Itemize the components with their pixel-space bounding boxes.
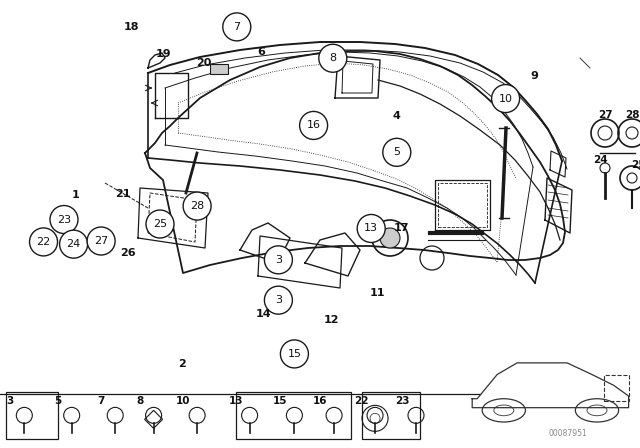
Circle shape	[264, 246, 292, 274]
Text: 15: 15	[287, 349, 301, 359]
Bar	[210, 64, 228, 74]
Text: 13: 13	[228, 396, 243, 406]
Text: 13: 13	[364, 224, 378, 233]
Text: 00087951: 00087951	[548, 428, 588, 438]
Bar	[362, 392, 420, 439]
Bar	[236, 392, 351, 439]
Text: 8: 8	[136, 396, 143, 406]
Text: 5: 5	[54, 396, 61, 406]
Text: 4: 4	[393, 112, 401, 121]
Circle shape	[380, 228, 400, 248]
Text: 21: 21	[115, 189, 131, 198]
Text: 17: 17	[394, 224, 410, 233]
Text: 8: 8	[329, 53, 337, 63]
Circle shape	[50, 206, 78, 233]
Text: 27: 27	[94, 236, 108, 246]
Bar	[6, 392, 58, 439]
Text: 10: 10	[499, 94, 513, 103]
Text: 7: 7	[233, 22, 241, 32]
Text: 9: 9	[531, 71, 538, 81]
Text: 23: 23	[395, 396, 409, 406]
Circle shape	[87, 227, 115, 255]
Bar	[604, 375, 628, 401]
Text: 18: 18	[124, 22, 139, 32]
Text: 3: 3	[275, 295, 282, 305]
Circle shape	[264, 286, 292, 314]
Text: 3: 3	[275, 255, 282, 265]
Text: 15: 15	[273, 396, 287, 406]
Text: 12: 12	[324, 315, 339, 325]
Circle shape	[60, 230, 88, 258]
Text: 19: 19	[156, 49, 171, 59]
Text: 25: 25	[153, 219, 167, 229]
Circle shape	[492, 85, 520, 112]
Text: 11: 11	[370, 289, 385, 298]
Circle shape	[319, 44, 347, 72]
Text: 3: 3	[6, 396, 14, 406]
Text: 1: 1	[72, 190, 79, 200]
Text: 22: 22	[36, 237, 51, 247]
Circle shape	[383, 138, 411, 166]
Text: 5: 5	[394, 147, 400, 157]
Text: 22: 22	[354, 396, 368, 406]
Text: 14: 14	[256, 309, 271, 319]
Circle shape	[280, 340, 308, 368]
Text: 10: 10	[176, 396, 190, 406]
Circle shape	[183, 192, 211, 220]
Circle shape	[223, 13, 251, 41]
Text: 28: 28	[625, 110, 639, 120]
Text: 25: 25	[631, 160, 640, 170]
Text: 23: 23	[57, 215, 71, 224]
Text: 26: 26	[120, 248, 136, 258]
Text: 24: 24	[593, 155, 607, 165]
Text: 16: 16	[313, 396, 327, 406]
Text: 7: 7	[97, 396, 105, 406]
Text: 6: 6	[257, 47, 265, 56]
Text: 28: 28	[190, 201, 204, 211]
Circle shape	[300, 112, 328, 139]
Text: 27: 27	[598, 110, 612, 120]
Text: 20: 20	[196, 58, 211, 68]
Text: 24: 24	[67, 239, 81, 249]
Text: 16: 16	[307, 121, 321, 130]
Circle shape	[357, 215, 385, 242]
Text: 2: 2	[179, 359, 186, 369]
Circle shape	[146, 210, 174, 238]
Circle shape	[29, 228, 58, 256]
